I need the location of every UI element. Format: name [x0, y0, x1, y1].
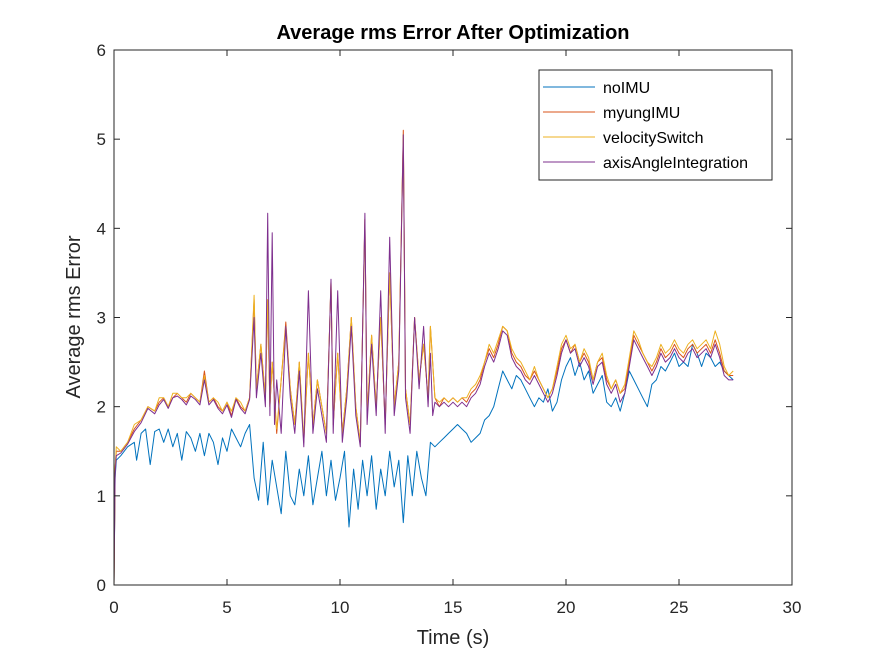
legend-item-noIMU[interactable]: noIMU: [543, 80, 650, 97]
y-tick-label: 5: [97, 130, 106, 149]
x-axis-label: Time (s): [417, 627, 490, 649]
x-tick-label: 20: [557, 598, 576, 617]
series-layer: [113, 129, 734, 586]
legend-item-myungIMU[interactable]: myungIMU: [543, 105, 680, 122]
y-tick-label: 2: [97, 398, 106, 417]
x-tick-label: 30: [783, 598, 802, 617]
x-tick-label: 15: [444, 598, 463, 617]
legend-label: velocitySwitch: [603, 130, 703, 147]
y-tick-label: 6: [97, 41, 106, 60]
x-tick-label: 10: [331, 598, 350, 617]
x-tick-label: 5: [222, 598, 231, 617]
y-tick-label: 4: [97, 219, 106, 238]
legend[interactable]: noIMU myungIMU velocitySwitch axisAngleInte…: [538, 69, 773, 181]
ticks-layer: 0 5 10 15 20 25 30 0 1 2 3 4 5 6: [97, 41, 802, 617]
legend-label: noIMU: [603, 80, 650, 97]
x-tick-label: 25: [670, 598, 689, 617]
x-tick-label: 0: [109, 598, 118, 617]
legend-item-axisAngleIntegration[interactable]: axisAngleIntegration: [543, 155, 748, 172]
y-axis-label: Average rms Error: [63, 235, 85, 398]
y-tick-label: 3: [97, 309, 106, 328]
legend-label: axisAngleIntegration: [603, 155, 748, 172]
legend-item-velocitySwitch[interactable]: velocitySwitch: [543, 130, 703, 147]
legend-label: myungIMU: [603, 105, 680, 122]
y-tick-label: 1: [97, 487, 106, 506]
y-tick-label: 0: [97, 576, 106, 595]
series-line-noIMU: [113, 343, 734, 586]
chart-title: Average rms Error After Optimization: [276, 22, 629, 44]
series-line-velocitySwitch: [113, 134, 734, 586]
series-line-axisAngleIntegration: [113, 134, 734, 586]
